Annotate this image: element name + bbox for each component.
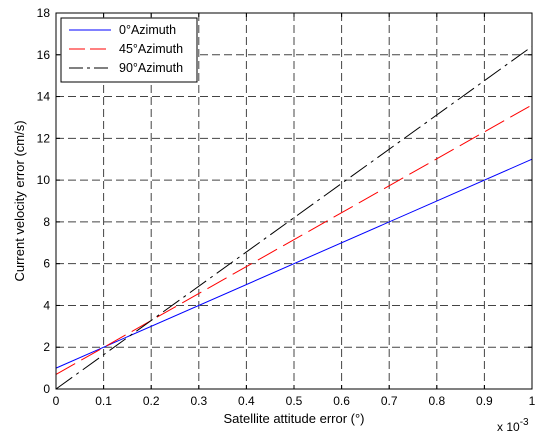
- x-tick-label: 0.9: [476, 394, 493, 408]
- legend-label: 45°Azimuth: [119, 42, 183, 56]
- x-axis-label: Satellite attitude error (°): [223, 411, 364, 426]
- x-axis-multiplier-base: x 10: [497, 420, 520, 434]
- x-tick-label: 0.5: [286, 394, 303, 408]
- x-tick-label: 0.3: [190, 394, 207, 408]
- y-tick-label: 14: [37, 90, 51, 104]
- y-axis-label: Current velocity error (cm/s): [12, 120, 27, 281]
- legend-label: 90°Azimuth: [119, 61, 183, 75]
- x-tick-label: 0.2: [143, 394, 160, 408]
- y-tick-label: 12: [37, 131, 51, 145]
- y-tick-label: 18: [37, 6, 51, 20]
- legend-label: 0°Azimuth: [119, 23, 176, 37]
- y-tick-label: 6: [43, 257, 50, 271]
- x-tick-label: 0.1: [95, 394, 112, 408]
- y-tick-label: 4: [43, 298, 50, 312]
- legend: 0°Azimuth 45°Azimuth 90°Azimuth: [60, 17, 198, 83]
- x-tick-label: 0: [53, 394, 60, 408]
- series-line: [55, 46, 533, 390]
- series-line: [55, 104, 533, 375]
- x-axis-multiplier: x 10-3: [497, 417, 529, 434]
- y-tick-label: 16: [37, 48, 51, 62]
- x-tick-label: 0.6: [333, 394, 350, 408]
- x-tick-label: 0.8: [428, 394, 445, 408]
- y-tick-label: 2: [43, 340, 50, 354]
- y-tick-label: 0: [43, 382, 50, 396]
- axis-ticks: 0 0.1 0.2 0.3 0.4 0.5 0.6 0.7 0.8 0.9 102468101214…: [37, 6, 536, 408]
- series-lines: [55, 46, 533, 390]
- x-tick-label: 1: [529, 394, 536, 408]
- y-tick-label: 8: [43, 215, 50, 229]
- y-tick-label: 10: [37, 173, 51, 187]
- series-line: [55, 158, 533, 369]
- grid: [56, 13, 532, 389]
- x-tick-label: 0.7: [381, 394, 398, 408]
- legend-box: [60, 17, 198, 83]
- x-tick-label: 0.4: [238, 394, 255, 408]
- x-axis-multiplier-exponent: -3: [520, 417, 529, 428]
